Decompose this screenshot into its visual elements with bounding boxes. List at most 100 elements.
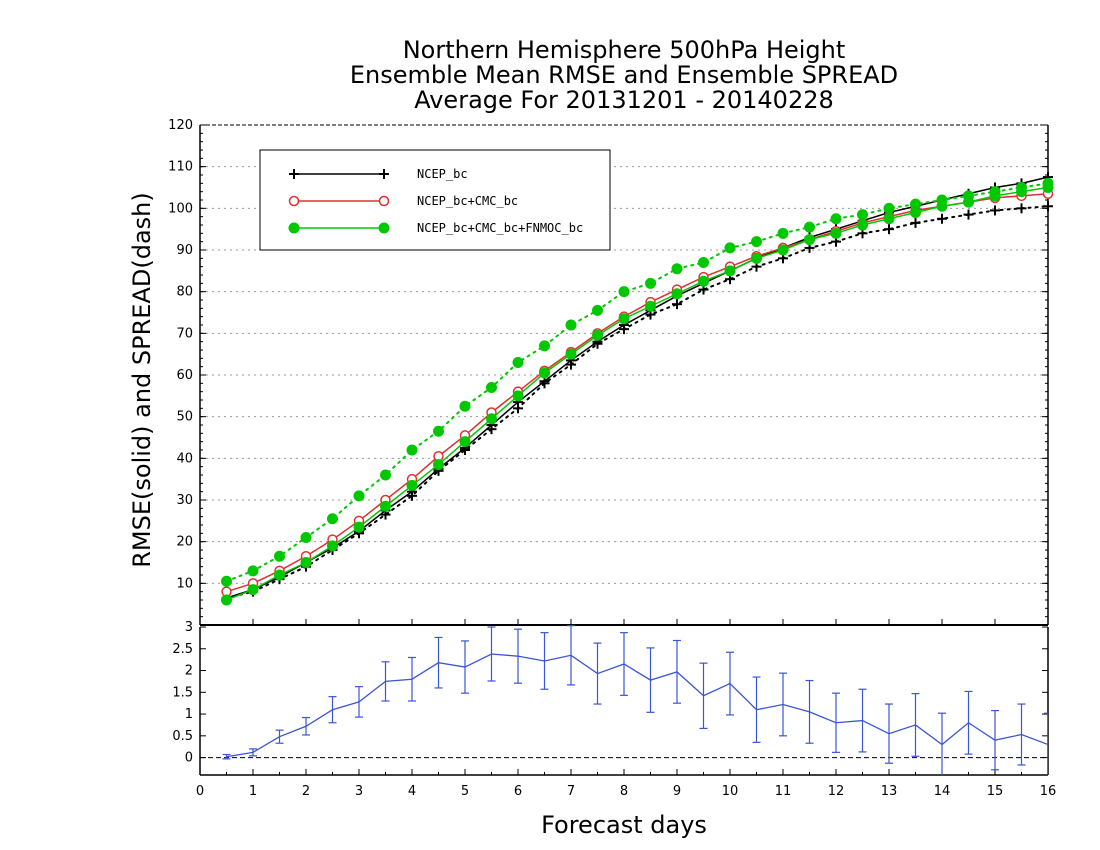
error-bar <box>673 639 681 704</box>
error-bar <box>487 626 496 682</box>
error-bar <box>779 672 787 737</box>
rmse-point <box>1016 186 1027 198</box>
error-bar <box>381 661 390 702</box>
rmse-point <box>592 329 603 341</box>
y-tick-label: 90 <box>176 243 193 258</box>
rmse-point <box>433 459 444 471</box>
error-bar <box>620 632 628 696</box>
error-bar <box>699 662 708 730</box>
rmse-point <box>618 313 630 325</box>
rmse-point <box>406 479 418 491</box>
rmse-point <box>221 594 232 606</box>
spread-point <box>910 217 921 228</box>
rmse-point <box>353 521 365 533</box>
x-tick-label: 7 <box>567 784 575 799</box>
x-tick-label: 2 <box>302 784 310 799</box>
error-bar <box>938 712 946 775</box>
x-tick-label: 16 <box>1040 784 1057 799</box>
error-bar <box>355 686 363 718</box>
error-bar <box>567 625 575 686</box>
spread-point <box>565 319 577 331</box>
x-tick-label: 11 <box>775 784 792 799</box>
rmse-point <box>883 213 895 225</box>
lower-y-tick-label: 1.5 <box>172 685 193 700</box>
lower-y-tick-label: 2 <box>185 664 193 679</box>
x-tick-label: 3 <box>355 784 363 799</box>
x-tick-label: 10 <box>722 784 739 799</box>
spread-point <box>512 357 524 368</box>
x-tick-label: 12 <box>828 784 845 799</box>
rmse-point <box>804 234 815 246</box>
error-bar <box>752 676 761 743</box>
rmse-point <box>963 196 974 208</box>
error-bar <box>1044 712 1048 775</box>
x-tick-label: 6 <box>514 784 522 799</box>
spread-point <box>618 286 630 298</box>
error-bar <box>991 709 999 771</box>
error-bar <box>249 748 257 757</box>
x-tick-label: 9 <box>673 784 681 799</box>
difference-series <box>222 625 1048 775</box>
lower-y-tick-label: 0.5 <box>172 729 193 744</box>
rmse-point <box>486 413 497 425</box>
spread-point <box>380 469 391 481</box>
rmse-point <box>989 190 1001 202</box>
y-tick-label: 50 <box>176 410 193 425</box>
spread-point <box>884 224 894 235</box>
legend-entry: NCEP_bc+CMC_bc+FNMOC_bc <box>288 221 583 235</box>
chart-title-line: Northern Hemisphere 500hPa Height <box>403 36 846 64</box>
spread-point <box>671 263 683 275</box>
legend-label: NCEP_bc <box>417 167 468 181</box>
legend-marker <box>378 222 390 234</box>
spread-point <box>247 565 259 577</box>
x-tick-label: 0 <box>196 784 204 799</box>
legend-box <box>259 149 611 251</box>
y-tick-label: 80 <box>176 285 193 300</box>
rmse-point <box>857 219 868 231</box>
spread-point <box>645 277 656 289</box>
error-bar <box>408 656 416 702</box>
error-bar <box>302 716 310 736</box>
error-bar <box>805 679 814 744</box>
difference-line <box>226 653 1048 758</box>
x-tick-label: 13 <box>881 784 898 799</box>
rmse-point <box>777 244 789 256</box>
rmse-point <box>910 207 921 218</box>
difference-panel: 00.511.522.530 1 2 3 4 5 6 7 8 9 10 11 12 13 14 15 16 <box>172 620 1056 799</box>
rmse-point <box>1042 182 1054 193</box>
y-tick-label: 60 <box>176 368 193 383</box>
chart-title-line: Average For 20131201 - 20140228 <box>414 86 834 114</box>
rmse-point <box>380 500 391 512</box>
spread-point <box>804 221 815 233</box>
error-bar <box>832 692 840 753</box>
chart-title: Northern Hemisphere 500hPa HeightEnsembl… <box>350 36 898 114</box>
rmse-point <box>247 584 259 596</box>
legend-label: NCEP_bc+CMC_bc+FNMOC_bc <box>417 221 583 235</box>
spread-point <box>459 400 471 412</box>
spread-point <box>353 490 365 502</box>
spread-point <box>751 236 762 248</box>
rmse-point <box>300 557 312 568</box>
legend-label: NCEP_bc+CMC_bc <box>417 194 518 208</box>
error-bar <box>646 647 655 713</box>
legend-marker <box>289 169 299 179</box>
legend: NCEP_bc NCEP_bc+CMC_bc NCEP_bc+CMC_bc+FNMO… <box>259 149 611 251</box>
rmse-point <box>830 227 842 239</box>
spread-point <box>698 257 709 268</box>
spread-point <box>963 209 974 220</box>
error-bar <box>911 692 920 757</box>
error-bar <box>328 696 337 724</box>
x-tick-label: 4 <box>408 784 416 799</box>
y-tick-label: 30 <box>176 493 193 508</box>
rmse-point <box>459 436 471 448</box>
error-bar <box>964 690 973 755</box>
spread-point <box>300 532 312 543</box>
spread-point <box>990 205 1000 216</box>
y-tick-label: 70 <box>176 326 193 341</box>
error-bar <box>461 640 469 694</box>
x-axis-label: Forecast days <box>541 811 707 839</box>
rmse-point <box>671 288 683 300</box>
rmse-point <box>698 275 709 287</box>
spread-point <box>724 242 736 254</box>
rmse-point <box>645 300 656 312</box>
